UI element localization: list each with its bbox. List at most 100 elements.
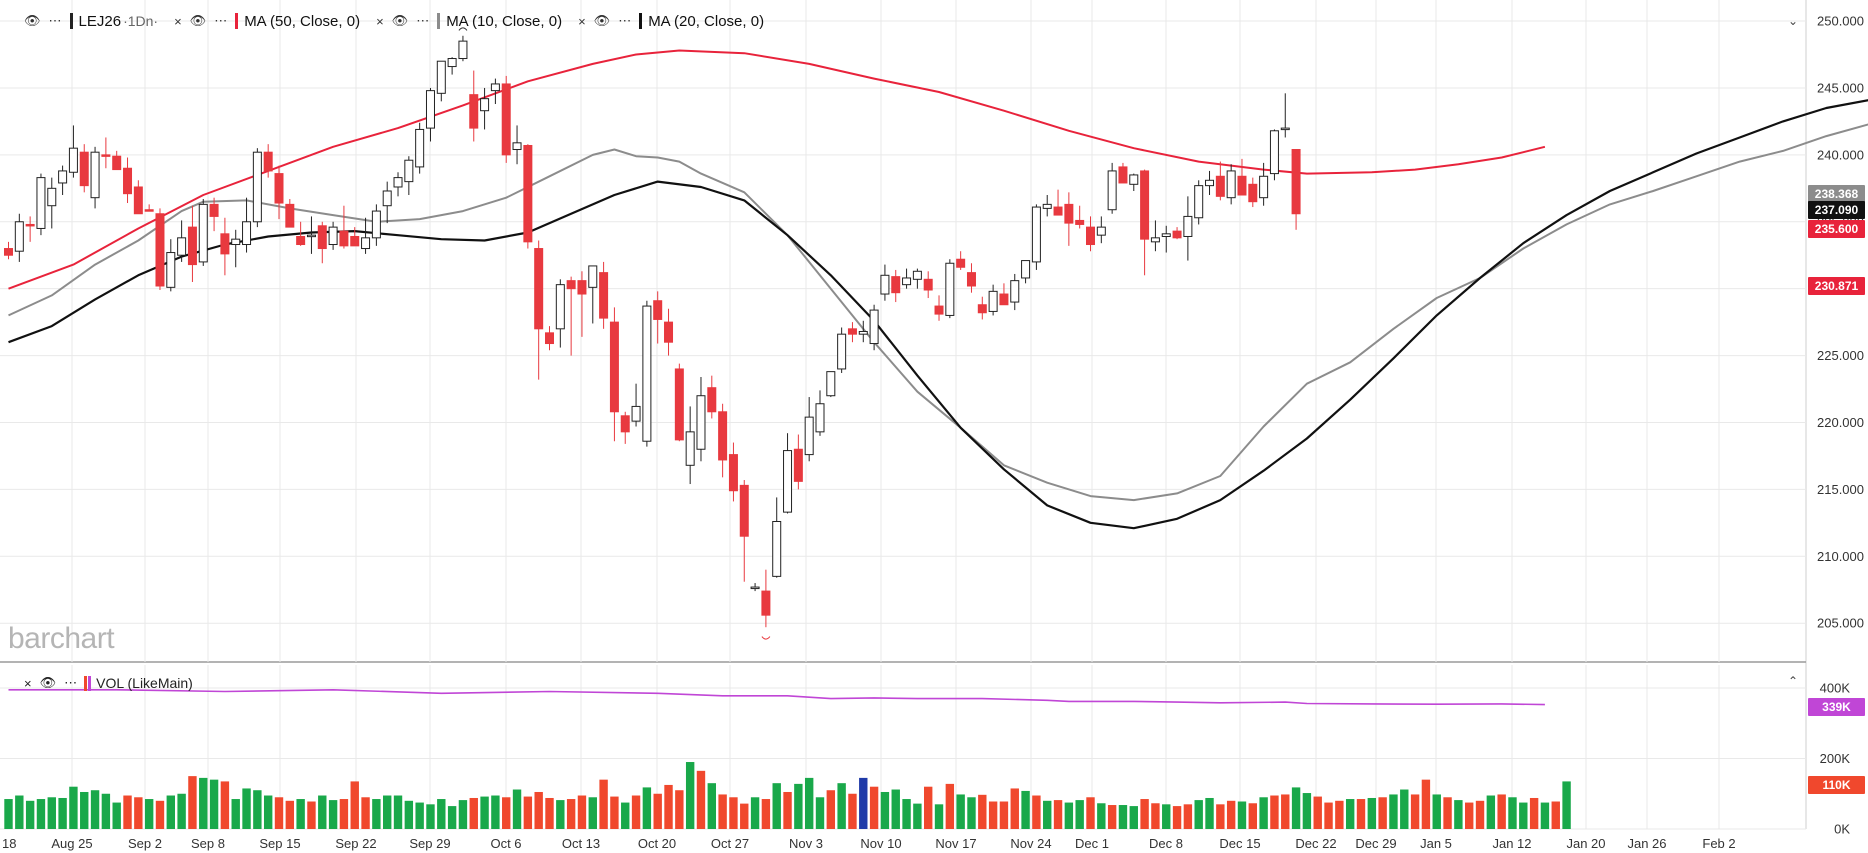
candle-body	[599, 272, 609, 319]
volume-bar	[112, 802, 121, 829]
candle-body	[112, 155, 122, 171]
candle	[469, 70, 479, 142]
candle	[198, 199, 208, 266]
candle-body	[512, 142, 522, 151]
x-tick-label: Dec 15	[1219, 836, 1260, 851]
ma10-label: MA (10, Close, 0)	[446, 12, 563, 30]
candle	[339, 205, 349, 249]
high-marker	[458, 27, 468, 31]
volume-bar	[123, 795, 132, 829]
volume-bar	[675, 790, 684, 829]
barchart-watermark: barchart	[8, 622, 115, 655]
x-tick-label: Dec 8	[1149, 836, 1183, 851]
volume-avg-line	[8, 688, 1545, 706]
volume-bar	[729, 797, 738, 829]
candle-body	[490, 83, 500, 92]
candle-body	[555, 284, 565, 330]
more-options-icon[interactable]: ⋯	[48, 13, 62, 28]
volume-bar	[361, 797, 370, 829]
candle	[1107, 162, 1117, 214]
volume-bar	[1043, 800, 1052, 829]
candle-body	[501, 83, 511, 156]
candle	[609, 307, 619, 442]
x-tick-label: Dec 29	[1355, 836, 1396, 851]
y-tick-label: 220.000	[1817, 415, 1864, 430]
volume-bar	[945, 783, 955, 829]
candle	[1021, 260, 1031, 284]
volume-bar	[1324, 802, 1333, 829]
volume-bar	[15, 795, 24, 829]
candle-body	[436, 60, 446, 94]
candle-body	[912, 270, 922, 280]
eye-icon[interactable]: 👁	[24, 13, 41, 28]
x-tick-label: Nov 10	[860, 836, 901, 851]
candle-body	[339, 230, 349, 247]
candle-body	[1021, 260, 1031, 279]
volume-bar	[1172, 806, 1182, 829]
volume-bar	[1086, 797, 1095, 829]
candle	[371, 204, 381, 246]
more-options-icon[interactable]: ⋯	[618, 13, 632, 28]
chevron-down-icon[interactable]: ⌄	[1788, 14, 1799, 28]
candle-body	[1096, 226, 1106, 236]
volume-bar	[869, 786, 879, 829]
volume-bar	[404, 800, 414, 829]
candle	[133, 180, 143, 215]
candle-body	[252, 151, 262, 223]
candle	[545, 326, 554, 351]
vol-tick-label: 200K	[1820, 751, 1851, 766]
volume-bar	[47, 797, 56, 829]
volume-bar	[718, 794, 727, 829]
close-icon[interactable]: ×	[24, 675, 32, 691]
x-tick-label: Oct 13	[562, 836, 600, 851]
eye-icon[interactable]: 👁	[189, 13, 207, 28]
candle	[783, 433, 793, 514]
close-icon[interactable]: ×	[578, 13, 586, 29]
candle-body	[783, 450, 793, 513]
candle-body	[198, 203, 208, 263]
x-tick-label: Oct 20	[638, 836, 676, 851]
eye-icon[interactable]: 👁	[391, 13, 409, 28]
candle	[1269, 129, 1279, 181]
interval-label: ·1Dn·	[123, 13, 159, 29]
candle-body	[880, 274, 890, 295]
symbol-label: LEJ26	[78, 12, 122, 30]
candle	[793, 434, 803, 490]
candle	[1031, 204, 1041, 270]
candle	[220, 217, 230, 276]
chevron-up-icon[interactable]: ⌃	[1788, 674, 1799, 688]
volume-bar	[296, 799, 305, 829]
x-tick-label: Jan 20	[1566, 836, 1605, 851]
volume-bar	[664, 784, 673, 829]
volume-bar	[1519, 802, 1528, 829]
volume-bar	[577, 795, 587, 829]
close-icon[interactable]: ×	[376, 13, 384, 29]
x-tick-label: Dec 1	[1075, 836, 1109, 851]
more-options-icon[interactable]: ⋯	[416, 13, 430, 28]
more-options-icon[interactable]: ⋯	[214, 13, 228, 28]
candle	[847, 322, 857, 343]
close-icon[interactable]: ×	[174, 13, 182, 29]
candle	[252, 148, 262, 228]
candle	[934, 295, 944, 321]
volume-bar	[480, 796, 489, 829]
candle	[902, 268, 912, 289]
candle-body	[1291, 149, 1301, 215]
candle-body	[1042, 203, 1052, 209]
candle-body	[631, 405, 641, 422]
x-tick-label: 18	[2, 836, 16, 851]
more-options-icon[interactable]: ⋯	[64, 675, 78, 690]
volume-bar	[90, 790, 100, 829]
candle	[458, 35, 468, 62]
volume-bar	[804, 777, 814, 829]
eye-icon[interactable]: 👁	[593, 13, 611, 28]
candle-body	[79, 151, 89, 187]
volume-bar	[631, 795, 641, 829]
x-tick-label: Feb 2	[1702, 836, 1735, 851]
ma50-last-badge: 230.871	[1808, 277, 1865, 295]
eye-icon[interactable]: 👁	[39, 675, 57, 690]
candle-body	[999, 293, 1009, 306]
volume-bar	[967, 797, 976, 829]
volume-bar	[1226, 800, 1236, 829]
